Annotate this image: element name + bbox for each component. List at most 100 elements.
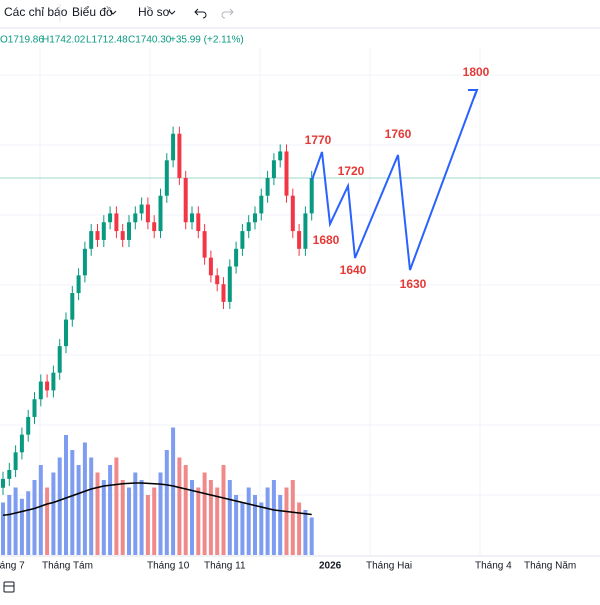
undo-button[interactable] <box>194 8 207 19</box>
volume-bar <box>19 498 24 555</box>
volume-bar <box>284 487 289 555</box>
volume-bar <box>164 450 169 555</box>
candle-body <box>240 231 245 249</box>
volume-bar <box>1 502 5 555</box>
volume-bar <box>221 465 226 555</box>
annotation: 1760 <box>385 127 412 141</box>
volume-bar <box>114 457 119 555</box>
annotation: 1720 <box>338 164 365 178</box>
volume-bar <box>70 450 75 555</box>
volume-bar <box>82 442 87 555</box>
x-axis-label: Tháng 10 <box>147 561 190 572</box>
volume-bar <box>303 510 308 555</box>
candle-body <box>297 231 302 249</box>
profile-button[interactable]: Hồ sơ <box>138 5 171 19</box>
volume-bar <box>120 480 125 555</box>
volume-bar <box>278 495 283 555</box>
volume-bar <box>196 487 201 555</box>
candle-body <box>278 151 283 161</box>
x-axis-label: Tháng Tám <box>42 561 93 572</box>
x-axis-label: Tháng 11 <box>204 561 246 572</box>
redo-button[interactable] <box>221 8 234 19</box>
candle-body <box>120 231 125 240</box>
candle-body <box>145 204 150 223</box>
candle-body <box>190 213 194 223</box>
bottom-icon[interactable] <box>3 581 15 593</box>
candle-body <box>259 195 264 214</box>
ohlc-open: O1719.86 <box>0 35 44 46</box>
grid <box>0 48 600 555</box>
volume-bar <box>152 487 157 555</box>
ohlc-high: H1742.02 <box>42 35 86 46</box>
candle-body <box>234 248 239 267</box>
volume-bar <box>290 480 295 555</box>
chevron <box>168 10 176 15</box>
annotation: 1800 <box>463 65 490 79</box>
candle-body <box>89 231 94 249</box>
volume-bar <box>208 480 213 555</box>
chart-button[interactable]: Biểu đồ <box>72 5 113 19</box>
candle-body <box>152 222 157 232</box>
annotation: 1630 <box>400 277 427 291</box>
candle-body <box>1 478 5 488</box>
volume-bar <box>253 495 257 555</box>
volume-bar <box>127 487 131 555</box>
candle-body <box>64 319 68 347</box>
volume-bar <box>240 502 245 555</box>
volume-bar <box>133 472 138 555</box>
volume-ma-line <box>2 482 312 516</box>
x-axis-label: Tháng Năm <box>524 561 576 572</box>
volume-bar <box>95 472 100 555</box>
volume-bar <box>265 487 270 555</box>
x-axis-label: Tháng Hai <box>366 561 412 572</box>
volume-bar <box>271 480 276 555</box>
annotation: 1770 <box>305 133 332 147</box>
price-chart <box>1 126 314 555</box>
volume-bar <box>38 465 43 555</box>
volume-bar <box>57 457 62 555</box>
candle-body <box>208 257 213 276</box>
annotation: 1640 <box>340 263 367 277</box>
volume-bar <box>76 465 81 555</box>
candle-body <box>309 178 314 214</box>
candle-body <box>108 213 113 223</box>
volume-bar <box>26 491 31 555</box>
candle-body <box>7 470 12 479</box>
volume-bar <box>297 502 302 555</box>
candle-body <box>246 222 251 232</box>
annotation: 1680 <box>313 233 340 247</box>
candle-body <box>26 416 31 435</box>
candle-body <box>227 266 232 302</box>
candle-body <box>253 213 257 223</box>
ohlc-low: L1712.48 <box>86 35 128 46</box>
volume-bar <box>13 487 18 555</box>
volume-bar <box>45 487 50 555</box>
candle-body <box>19 434 24 453</box>
volume-bar <box>309 517 314 555</box>
volume-bar <box>89 457 94 555</box>
candle-body <box>57 346 62 373</box>
candle-body <box>51 372 56 391</box>
candle-body <box>95 231 100 240</box>
projection-arrow <box>468 89 479 99</box>
candle-body <box>13 452 18 471</box>
volume-bar <box>177 457 182 555</box>
candle-body <box>303 213 308 249</box>
candle-body <box>202 231 207 258</box>
volume-bar <box>64 435 68 555</box>
candle-body <box>171 133 176 161</box>
candle-body <box>76 275 81 294</box>
x-axis-label: 2026 <box>319 561 342 572</box>
candle-body <box>70 293 75 320</box>
candle-body <box>101 222 106 240</box>
candle-body <box>271 160 276 178</box>
indicators-button[interactable]: Các chỉ báo <box>4 5 68 19</box>
candle-body <box>284 151 289 196</box>
volume-bar <box>202 472 207 555</box>
volume-bar <box>158 472 163 555</box>
candle-body <box>45 381 50 391</box>
volume-bar <box>145 495 150 555</box>
candle-body <box>196 213 201 232</box>
